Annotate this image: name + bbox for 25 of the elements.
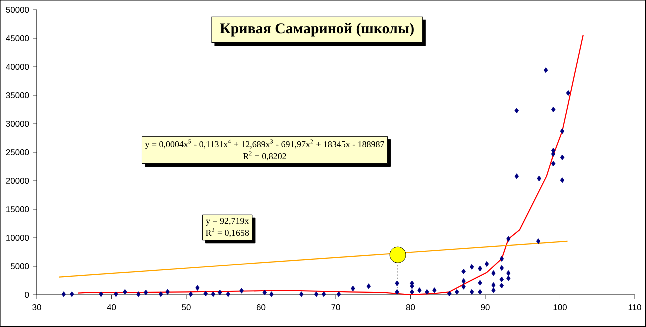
y-tick-label: 15000 — [6, 206, 30, 212]
x-tick-label: 90 — [481, 304, 490, 311]
x-tick-label: 110 — [628, 304, 642, 311]
y-tick-label: 45000 — [6, 36, 30, 42]
y-tick-label: 50000 — [6, 7, 30, 13]
y-tick-label: 25000 — [6, 150, 30, 156]
text: Кривая Самариной (школы) — [220, 23, 414, 37]
x-tick-label: 100 — [554, 304, 567, 311]
x-tick-label: 80 — [406, 304, 416, 311]
y-tick-label: 0 — [25, 292, 30, 298]
y-tick-label: 35000 — [6, 92, 30, 98]
annotation: R$^{2}$ = 0,1658 — [206, 228, 250, 238]
y-tick-label: 5000 — [10, 264, 30, 270]
x-tick-label: 60 — [256, 304, 266, 311]
annotation: R$^{2}$ = 0,8202 — [243, 152, 286, 161]
text: y = 0,0004x$^{5}$ - 0,1131x$^{4}$ + 12,689x$^{3}$ - 691,97x$^{2}$ + 18345x - 188987 — [145, 140, 384, 150]
y-tick-label: 20000 — [6, 178, 30, 184]
annotation: y = 92,719x — [206, 218, 250, 226]
y-tick-label: 30000 — [6, 121, 30, 127]
x-tick-label: 40 — [107, 304, 116, 311]
x-tick-label: 70 — [332, 304, 340, 311]
y-tick-label: 40000 — [6, 64, 30, 70]
y-tick-label: 10000 — [6, 235, 30, 241]
x-tick-label: 30 — [32, 304, 42, 311]
x-tick-label: 50 — [182, 304, 191, 311]
